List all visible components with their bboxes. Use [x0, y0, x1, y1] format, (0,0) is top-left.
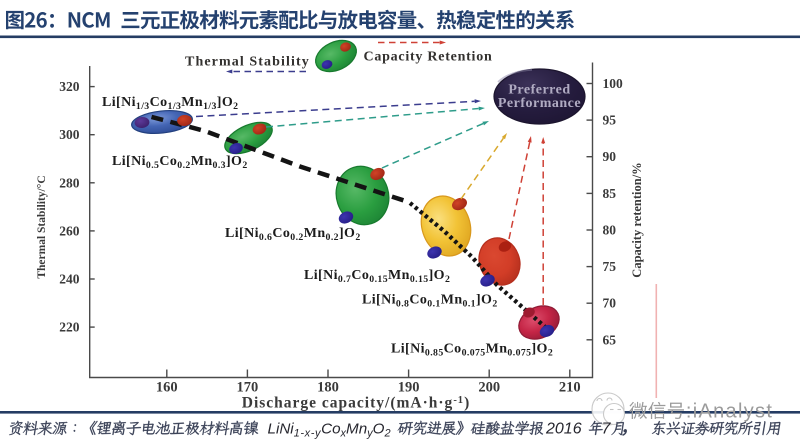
svg-text:210: 210 — [559, 380, 581, 396]
svg-text:260: 260 — [59, 223, 80, 238]
svg-text:170: 170 — [237, 380, 259, 396]
svg-text:320: 320 — [59, 79, 80, 94]
svg-text:280: 280 — [59, 175, 80, 190]
svg-text:70: 70 — [603, 296, 617, 311]
svg-text:90: 90 — [603, 149, 617, 164]
svg-text:Thermal Stability/°C: Thermal Stability/°C — [36, 175, 48, 278]
svg-text:Thermal Stability: Thermal Stability — [185, 55, 310, 70]
svg-text:200: 200 — [478, 380, 500, 396]
svg-text:7: 7 — [602, 421, 612, 438]
svg-text:2016: 2016 — [545, 421, 582, 438]
svg-text:300: 300 — [59, 127, 80, 142]
svg-text:160: 160 — [156, 380, 178, 396]
svg-text:Performance: Performance — [498, 96, 581, 111]
svg-text:80: 80 — [603, 223, 617, 238]
svg-text:LiNi1-x-yCoxMnyO2: LiNi1-x-yCoxMnyO2 — [268, 421, 391, 440]
svg-text:100: 100 — [603, 76, 624, 91]
svg-text:220: 220 — [59, 320, 80, 335]
svg-text:Capacity Retention: Capacity Retention — [364, 50, 493, 65]
svg-text:190: 190 — [398, 380, 420, 396]
svg-text:65: 65 — [603, 332, 617, 347]
svg-text:240: 240 — [59, 272, 80, 287]
svg-text:95: 95 — [603, 113, 617, 128]
svg-text:Capacity retention/%: Capacity retention/% — [630, 162, 644, 277]
svg-text::iAnalyst: :iAnalyst — [686, 401, 773, 423]
svg-text:Discharge capacity/(mA·h·g-1): Discharge capacity/(mA·h·g-1) — [242, 395, 470, 412]
svg-text:180: 180 — [317, 380, 339, 396]
svg-text:75: 75 — [603, 259, 617, 274]
svg-text:Preferred: Preferred — [508, 83, 570, 98]
svg-text:85: 85 — [603, 186, 617, 201]
